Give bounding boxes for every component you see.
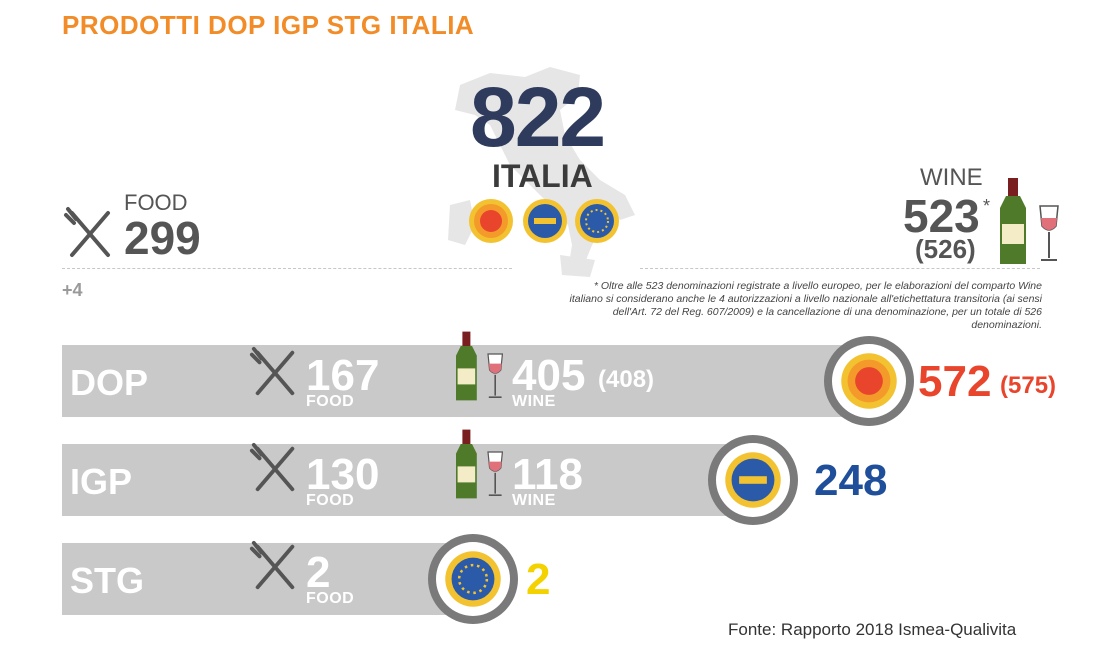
stg-food-label: FOOD xyxy=(306,590,355,607)
dop-seal-icon xyxy=(841,353,897,409)
wine-bottle-glass-icon xyxy=(1000,178,1059,264)
dop-food-count: 167 xyxy=(306,351,380,400)
igp-wine-label: WINE xyxy=(512,492,556,509)
cutlery-icon xyxy=(249,442,295,492)
row-label-stg: STG xyxy=(70,560,145,601)
source-credit: Fonte: Rapporto 2018 Ismea-Qualivita xyxy=(728,620,1017,639)
food-total: 299 xyxy=(124,212,201,264)
row-label-igp: IGP xyxy=(70,461,133,502)
stg-food-count: 2 xyxy=(306,548,331,597)
cutlery-icon xyxy=(249,540,295,590)
dop-wine-count: 405 xyxy=(512,351,586,400)
dop-seal-icon xyxy=(469,199,513,243)
dop-seal-ring xyxy=(824,336,914,426)
wine-bottle-glass-icon xyxy=(456,429,504,499)
stg-total: 2 xyxy=(526,555,551,604)
divider xyxy=(640,268,1040,269)
igp-total: 248 xyxy=(814,456,888,505)
wine-total-alt: (526) xyxy=(915,234,976,264)
wine-total: 523 xyxy=(903,190,980,242)
stg-seal-ring xyxy=(428,534,518,624)
page-title: PRODOTTI DOP IGP STG ITALIA xyxy=(62,10,475,40)
row-label-dop: DOP xyxy=(70,362,149,403)
bar-stg xyxy=(62,543,482,615)
igp-food-count: 130 xyxy=(306,450,380,499)
dop-wine-count-alt: (408) xyxy=(598,366,655,393)
dop-wine-label: WINE xyxy=(512,393,556,410)
food-label: FOOD xyxy=(124,190,188,215)
igp-seal-icon xyxy=(523,199,567,243)
food-extra: +4 xyxy=(62,280,83,300)
dop-total-alt: (575) xyxy=(1000,372,1057,399)
cutlery-icon xyxy=(64,207,110,257)
divider xyxy=(62,268,512,269)
igp-wine-count: 118 xyxy=(512,450,583,499)
igp-seal-icon xyxy=(725,452,781,508)
stg-seal-icon xyxy=(575,199,619,243)
cutlery-icon xyxy=(249,346,295,396)
stg-seal-icon xyxy=(445,551,501,607)
bar-igp xyxy=(62,444,762,516)
igp-seal-ring xyxy=(708,435,798,525)
wine-label: WINE xyxy=(920,164,983,191)
dop-total: 572 xyxy=(918,357,992,406)
igp-food-label: FOOD xyxy=(306,492,355,509)
country-label: ITALIA xyxy=(492,158,593,194)
wine-bottle-glass-icon xyxy=(456,331,504,401)
wine-footnote-mark: * xyxy=(983,196,991,216)
total-count: 822 xyxy=(470,70,606,164)
dop-food-label: FOOD xyxy=(306,393,355,410)
footnote: * Oltre alle 523 denominazioni registrat… xyxy=(569,280,1042,332)
